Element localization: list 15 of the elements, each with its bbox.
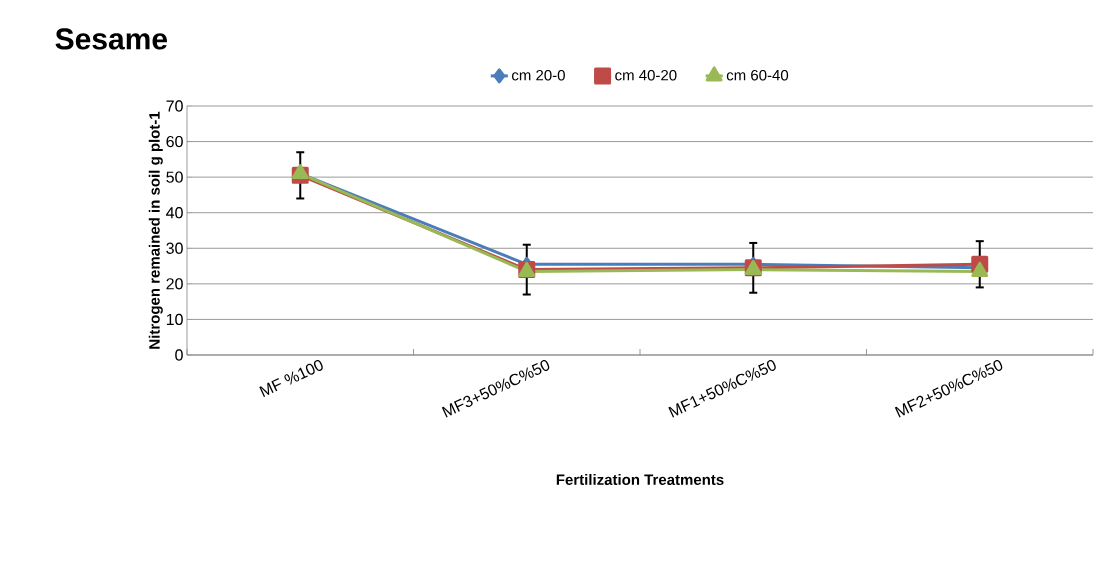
legend-label: cm 40-20 xyxy=(615,69,677,81)
y-tick-label: 20 xyxy=(166,278,183,290)
legend-label: cm 60-40 xyxy=(726,69,789,81)
x-tick-label: MF %100 xyxy=(259,359,323,397)
y-tick-label: 60 xyxy=(166,135,183,148)
y-tick-label: 30 xyxy=(166,242,183,254)
y-axis-title: Nitrogen remained in soil g plot-1 xyxy=(148,111,163,349)
legend-label: cm 20-0 xyxy=(511,69,565,81)
chart-title: Sesame xyxy=(55,28,168,50)
y-tick-label: 0 xyxy=(175,349,183,361)
y-tick-label: 50 xyxy=(166,171,183,183)
x-axis-title: Fertilization Treatments xyxy=(556,473,724,485)
y-tick-label: 10 xyxy=(166,313,183,326)
y-tick-label: 70 xyxy=(166,100,183,112)
y-tick-label: 40 xyxy=(166,207,183,219)
